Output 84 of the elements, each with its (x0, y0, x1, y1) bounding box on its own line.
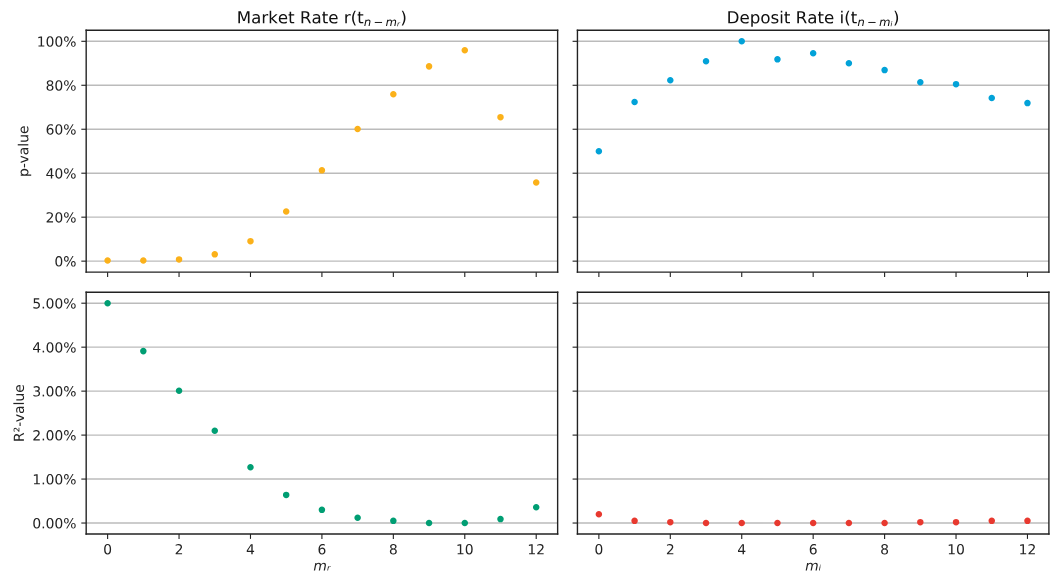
point (917, 78, 924, 86)
point (845, 60, 853, 67)
y-tick-label: 3.00% (33, 386, 76, 397)
point (497, 113, 504, 121)
point (282, 491, 290, 499)
point (318, 506, 326, 514)
point (140, 347, 147, 355)
y-tick-label: 40% (46, 168, 76, 179)
x-tick-label: 8 (881, 544, 889, 555)
point (318, 167, 326, 174)
point (211, 427, 219, 434)
y-tick-label: 100% (38, 36, 76, 47)
x-tick-label: 6 (318, 544, 326, 555)
y-tick-label: 4.00% (33, 342, 76, 353)
y-axis-title: R²-value (13, 384, 25, 441)
point (211, 251, 219, 258)
point (631, 517, 638, 525)
point (390, 517, 397, 525)
x-tick-label: 4 (738, 544, 746, 555)
point (809, 519, 817, 527)
point (952, 518, 960, 526)
point (104, 299, 111, 307)
point (988, 94, 996, 102)
point (247, 463, 254, 471)
x-axis-title: mᵢ (805, 562, 821, 571)
point (667, 76, 674, 84)
y-tick-label: 20% (46, 212, 76, 223)
point (354, 125, 361, 133)
y-axis-title: p-value (17, 126, 32, 176)
point (1024, 99, 1031, 107)
x-tick-label: 8 (389, 544, 397, 555)
x-tick-label: 2 (175, 544, 183, 555)
chart-title: Market Rate r(t$_{n−mᵣ}$) (238, 10, 406, 27)
point (461, 47, 469, 54)
y-tick-label: 0% (55, 256, 76, 267)
y-tick-label: 1.00% (33, 474, 76, 485)
point (738, 519, 745, 527)
y-tick-label: 60% (46, 124, 76, 135)
point (104, 257, 111, 264)
point (354, 514, 361, 522)
point (738, 38, 745, 45)
x-tick-label: 12 (528, 544, 544, 555)
point (702, 519, 710, 527)
point (988, 517, 996, 525)
point (702, 58, 710, 65)
point (774, 519, 781, 527)
point (461, 519, 469, 527)
point (1024, 517, 1031, 525)
point (425, 519, 433, 527)
y-tick-label: 0.00% (33, 518, 76, 529)
point (425, 63, 433, 70)
y-tick-label: 80% (46, 80, 76, 91)
point (175, 387, 183, 394)
point (247, 237, 254, 245)
point (595, 147, 603, 155)
point (952, 80, 960, 88)
point (881, 519, 888, 527)
chart-title: Deposit Rate i(t$_{n−mᵢ}$) (728, 10, 899, 27)
x-tick-label: 10 (948, 544, 964, 555)
point (140, 257, 147, 264)
point (809, 49, 817, 57)
point (532, 179, 540, 186)
x-axis-title: mᵣ (313, 562, 331, 571)
point (282, 208, 290, 215)
y-tick-label: 2.00% (33, 430, 76, 441)
point (595, 510, 603, 518)
point (845, 519, 853, 527)
point (774, 56, 781, 63)
x-tick-label: 4 (246, 544, 255, 555)
point (917, 518, 924, 526)
x-tick-label: 2 (666, 544, 674, 555)
x-tick-label: 0 (104, 544, 112, 555)
point (532, 503, 540, 511)
point (175, 256, 183, 263)
x-tick-label: 0 (595, 544, 603, 555)
point (631, 98, 638, 106)
point (497, 515, 504, 523)
point (881, 66, 888, 74)
point (667, 518, 674, 526)
point (390, 91, 397, 98)
y-tick-label: 5.00% (33, 298, 76, 309)
x-tick-label: 12 (1020, 544, 1035, 555)
x-tick-label: 10 (457, 544, 473, 555)
x-tick-label: 6 (809, 544, 817, 555)
